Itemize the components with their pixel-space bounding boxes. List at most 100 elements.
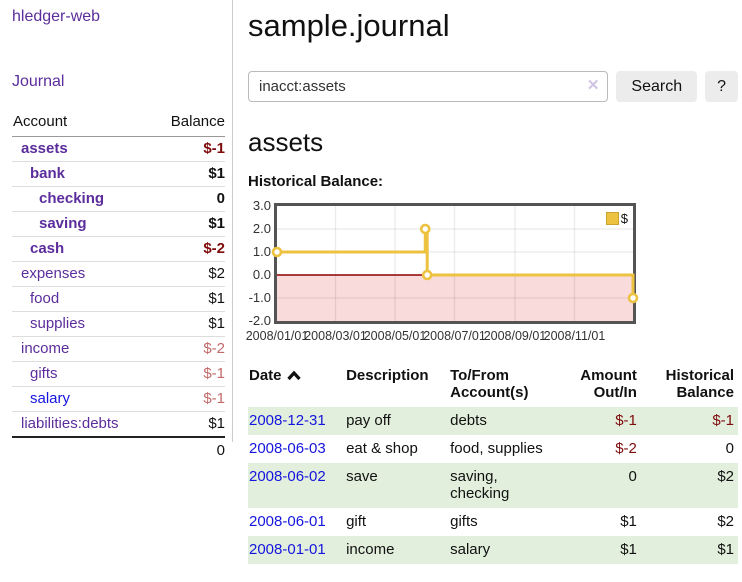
account-row: gifts $-1: [12, 361, 225, 387]
account-balance: $1: [152, 411, 225, 437]
search-button[interactable]: Search: [616, 71, 698, 102]
accounts-total-row: 0: [12, 436, 225, 463]
negative-region-fill: [277, 275, 633, 321]
date-column-header[interactable]: Date: [248, 364, 345, 407]
account-balance: $2: [152, 261, 225, 287]
x-axis-tick-label: 2008/07/01: [423, 329, 486, 343]
search-help-button[interactable]: ?: [705, 71, 738, 102]
sidebar-account-link[interactable]: food: [30, 290, 60, 307]
account-row: income $-2: [12, 336, 225, 362]
sort-ascending-icon: [286, 370, 301, 381]
y-axis-tick-label: -2.0: [248, 313, 271, 328]
x-axis-tick-label: 2008/05/01: [363, 329, 427, 343]
y-axis-tick-label: 3.0: [252, 198, 271, 213]
y-axis-tick-label: 1.0: [252, 244, 271, 259]
transaction-description: pay off: [346, 412, 391, 429]
account-row: food $1: [12, 286, 225, 312]
legend-color-swatch: [605, 212, 619, 225]
search-input[interactable]: [248, 71, 609, 102]
sidebar-account-link[interactable]: gifts: [30, 365, 58, 382]
transaction-amount: $-2: [615, 440, 637, 457]
account-balance: 0: [152, 186, 225, 212]
chart-canvas: [271, 206, 639, 321]
clear-search-icon[interactable]: ✕: [586, 77, 600, 94]
transaction-accounts: food, supplies: [450, 440, 543, 457]
sidebar: hledger-web Journal Account Balance asse…: [0, 0, 233, 463]
transactions-table: Date Description To/From Account(s) Amou…: [248, 364, 738, 564]
account-balance: $-1: [203, 140, 225, 157]
transaction-balance: $1: [717, 541, 734, 558]
transaction-balance: $-1: [712, 412, 734, 429]
sidebar-item-journal[interactable]: Journal: [12, 73, 65, 90]
x-axis-tick-label: 2008/03/01: [304, 329, 367, 343]
account-balance: $-1: [152, 361, 225, 387]
sidebar-account-link[interactable]: income: [21, 340, 70, 357]
data-point-marker: [421, 269, 433, 281]
transaction-date-link[interactable]: 2008-12-31: [249, 412, 326, 429]
y-axis-tick-label: 0.0: [252, 267, 271, 282]
transaction-amount: 0: [628, 468, 637, 485]
sidebar-account-link[interactable]: bank: [30, 165, 66, 182]
transaction-row: 2008-12-31 pay off debts $-1 $-1: [248, 407, 738, 435]
transaction-date-link[interactable]: 2008-06-01: [249, 513, 326, 530]
x-axis-tick-label: 2008/11/01: [543, 329, 606, 343]
data-point-marker: [271, 246, 283, 258]
chart-title: Historical Balance:: [248, 173, 384, 190]
description-column-header: Description: [346, 367, 429, 384]
balance-column-header-txns: Historical Balance: [665, 367, 734, 401]
legend-label: $: [620, 211, 628, 226]
y-axis-tick-label: 2.0: [252, 221, 271, 236]
account-row: assets $-1: [12, 137, 225, 162]
accounts-total-value: 0: [12, 436, 225, 463]
transaction-date-link[interactable]: 2008-01-01: [249, 541, 326, 558]
sidebar-account-link[interactable]: checking: [39, 190, 105, 207]
transaction-accounts: gifts: [450, 513, 478, 530]
account-balance: $-1: [152, 386, 225, 412]
transaction-amount: $1: [620, 513, 637, 530]
main-content: sample.journal ✕ Search ? assets Histori…: [245, 0, 738, 564]
transaction-row: 2008-01-01 income salary $1 $1: [248, 536, 738, 564]
account-balance: $-2: [152, 236, 225, 262]
accounts-column-header: Account: [12, 111, 153, 137]
account-balance: $1: [152, 161, 225, 187]
historical-balance-chart: $ 3.0 2.0 1.0 0.0 -1.0 -2.0 2008/01/01 2008/03/…: [245, 198, 738, 349]
tofrom-column-header: To/From Account(s): [450, 367, 529, 401]
search-form: ✕ Search ?: [248, 71, 738, 102]
sidebar-account-link[interactable]: saving: [39, 215, 87, 232]
transaction-date-link[interactable]: 2008-06-02: [249, 468, 326, 485]
transaction-description: gift: [346, 513, 367, 530]
x-axis-tick-label: 2008/01/01: [245, 329, 309, 343]
search-box: ✕: [248, 71, 609, 102]
transaction-description: income: [346, 541, 395, 558]
transaction-balance: 0: [725, 440, 734, 457]
transaction-description: eat & shop: [346, 440, 418, 457]
account-balance: $1: [152, 311, 225, 337]
transaction-accounts: saving, checking: [450, 468, 510, 502]
page-title: sample.journal: [248, 8, 450, 43]
sidebar-account-link[interactable]: liabilities:debts: [21, 415, 119, 432]
sidebar-account-link[interactable]: salary: [30, 390, 71, 407]
amount-column-header: Amount Out/In: [580, 367, 637, 401]
sidebar-account-link[interactable]: assets: [21, 140, 68, 157]
transaction-amount: $1: [620, 541, 637, 558]
accounts-balance-table: Account Balance assets $-1 bank $1 checking 0…: [12, 111, 225, 463]
account-row: cash $-2: [12, 236, 225, 262]
sidebar-account-link[interactable]: supplies: [30, 315, 86, 332]
app-title-link[interactable]: hledger-web: [12, 8, 101, 25]
account-row: checking 0: [12, 186, 225, 212]
transaction-date-link[interactable]: 2008-06-03: [249, 440, 326, 457]
transaction-row: 2008-06-01 gift gifts $1 $2: [248, 508, 738, 536]
account-row: expenses $2: [12, 261, 225, 287]
sidebar-account-link[interactable]: expenses: [21, 265, 86, 282]
transaction-balance: $2: [717, 468, 734, 485]
account-balance: $1: [152, 211, 225, 237]
y-axis-tick-label: -1.0: [248, 290, 271, 305]
account-balance: $-2: [152, 336, 225, 362]
sidebar-account-link[interactable]: cash: [30, 240, 65, 257]
data-point-marker: [627, 292, 639, 304]
balance-column-header: Balance: [152, 111, 225, 137]
transaction-row: 2008-06-02 save saving, checking 0 $2: [248, 463, 738, 508]
chart-legend: $: [605, 211, 628, 226]
transaction-amount: $-1: [615, 412, 637, 429]
